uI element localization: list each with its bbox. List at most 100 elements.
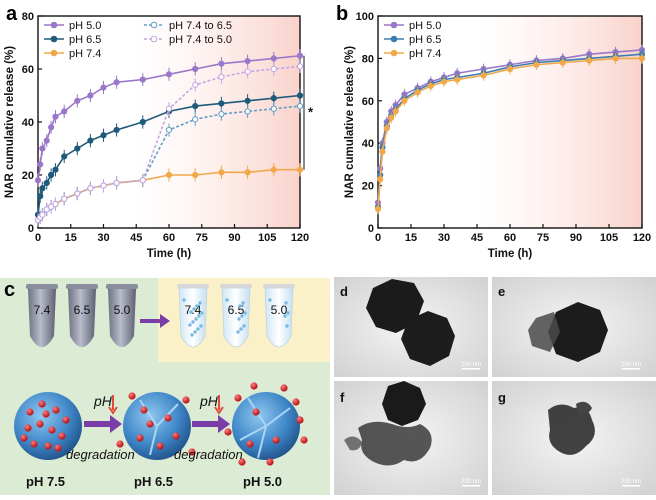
- micrograph-d: d 200 nm: [334, 277, 488, 377]
- drug-molecule: [172, 432, 180, 440]
- data-point: [100, 84, 107, 91]
- particle: [193, 330, 197, 334]
- particle: [284, 301, 288, 305]
- panel-letter-g: g: [498, 390, 506, 405]
- particle: [240, 314, 244, 318]
- particle: [194, 317, 198, 321]
- arrow-right-icon: [140, 314, 170, 328]
- data-point: [48, 171, 55, 179]
- drug-molecule: [38, 400, 46, 408]
- drug-molecule: [280, 384, 288, 392]
- x-tick-label: 45: [471, 232, 483, 244]
- stage-label: pH 5.0: [243, 474, 282, 489]
- significance-marker: *: [308, 105, 314, 120]
- data-point: [165, 171, 173, 179]
- x-tick-label: 90: [570, 232, 582, 244]
- stage-label: pH 7.5: [26, 474, 65, 489]
- data-point: [165, 71, 173, 78]
- particle: [268, 298, 272, 302]
- series-ph-7-4-to-5-0: [34, 59, 304, 227]
- legend-marker: [390, 35, 398, 43]
- legend-label: pH 7.4: [69, 48, 101, 60]
- particle: [242, 324, 246, 328]
- data-point: [113, 79, 120, 86]
- nanoparticle-partial: [123, 392, 191, 460]
- data-point: [192, 171, 199, 179]
- x-tick-label: 0: [375, 232, 381, 244]
- legend-label: pH 5.0: [409, 20, 441, 32]
- degradation-label: degradation: [66, 447, 135, 462]
- data-point: [270, 55, 277, 62]
- data-point: [87, 137, 94, 144]
- data-point: [39, 145, 46, 152]
- tube-before-1: 7.4: [26, 284, 58, 347]
- data-point: [454, 76, 461, 83]
- drug-molecule: [188, 448, 196, 456]
- y-tick-label: 20: [362, 181, 374, 193]
- particle: [190, 333, 194, 337]
- data-point: [374, 205, 382, 213]
- data-point: [392, 108, 399, 115]
- scale-bar-label: 200 nm: [621, 362, 641, 368]
- data-point: [377, 176, 384, 183]
- data-point: [296, 166, 304, 173]
- data-point: [165, 105, 173, 112]
- x-tick-label: 105: [258, 232, 276, 244]
- particle: [195, 304, 199, 308]
- data-point: [87, 185, 94, 192]
- data-point: [296, 63, 304, 70]
- micrograph-g: g 200 nm: [492, 381, 656, 495]
- x-tick-label: 75: [196, 232, 208, 244]
- degradation-label: degradation: [174, 447, 243, 462]
- data-point: [139, 118, 146, 126]
- drug-molecule: [58, 432, 66, 440]
- y-tick-label: 0: [28, 223, 34, 235]
- drug-molecule: [42, 410, 50, 418]
- data-point: [379, 148, 386, 155]
- x-tick-label: 45: [130, 232, 142, 244]
- y-tick-label: 20: [22, 170, 34, 182]
- legend-marker: [390, 49, 398, 57]
- shaded-region: [477, 16, 642, 228]
- x-axis-title: Time (h): [147, 248, 192, 260]
- legend-label: pH 6.5: [409, 34, 441, 46]
- x-tick-label: 30: [97, 232, 109, 244]
- particle: [191, 320, 195, 324]
- drug-molecule: [54, 444, 62, 452]
- particle: [225, 298, 229, 302]
- data-point: [139, 177, 146, 184]
- data-point: [74, 97, 81, 104]
- chart-b: 0 15 30 45 60 75 90 105 120 0 20 40 60 80 100 Time (h) N…: [344, 11, 651, 260]
- scale-bar: [462, 368, 480, 370]
- data-point: [427, 82, 434, 90]
- scale-bar: [622, 368, 640, 370]
- data-point: [61, 195, 68, 202]
- drug-molecule: [238, 458, 246, 466]
- particle: [192, 307, 196, 311]
- drug-molecule: [146, 420, 154, 428]
- panel-letter-b: b: [336, 3, 348, 25]
- data-point: [383, 125, 390, 132]
- data-point: [506, 65, 514, 73]
- data-point: [414, 89, 421, 96]
- scale-bar: [462, 485, 480, 487]
- data-point: [43, 206, 50, 213]
- scale-bar-label: 200 nm: [461, 479, 481, 485]
- ph-label: pH: [93, 393, 113, 409]
- arrow-right-icon: [84, 415, 122, 433]
- panel-letter-a: a: [6, 3, 18, 25]
- drug-molecule: [300, 436, 308, 444]
- data-point: [244, 97, 251, 104]
- drug-molecule: [128, 392, 136, 400]
- data-point: [52, 166, 59, 173]
- data-point: [218, 110, 225, 118]
- drug-molecule: [136, 434, 144, 442]
- particle: [236, 330, 240, 334]
- y-axis-title: NAR cumulative release (%): [4, 46, 16, 198]
- shaded-region: [136, 16, 300, 228]
- panel-letter-e: e: [498, 284, 505, 299]
- tube-after-1: 7.4: [177, 284, 209, 348]
- particle: [238, 304, 242, 308]
- drug-molecule: [20, 434, 28, 442]
- data-point: [37, 193, 44, 200]
